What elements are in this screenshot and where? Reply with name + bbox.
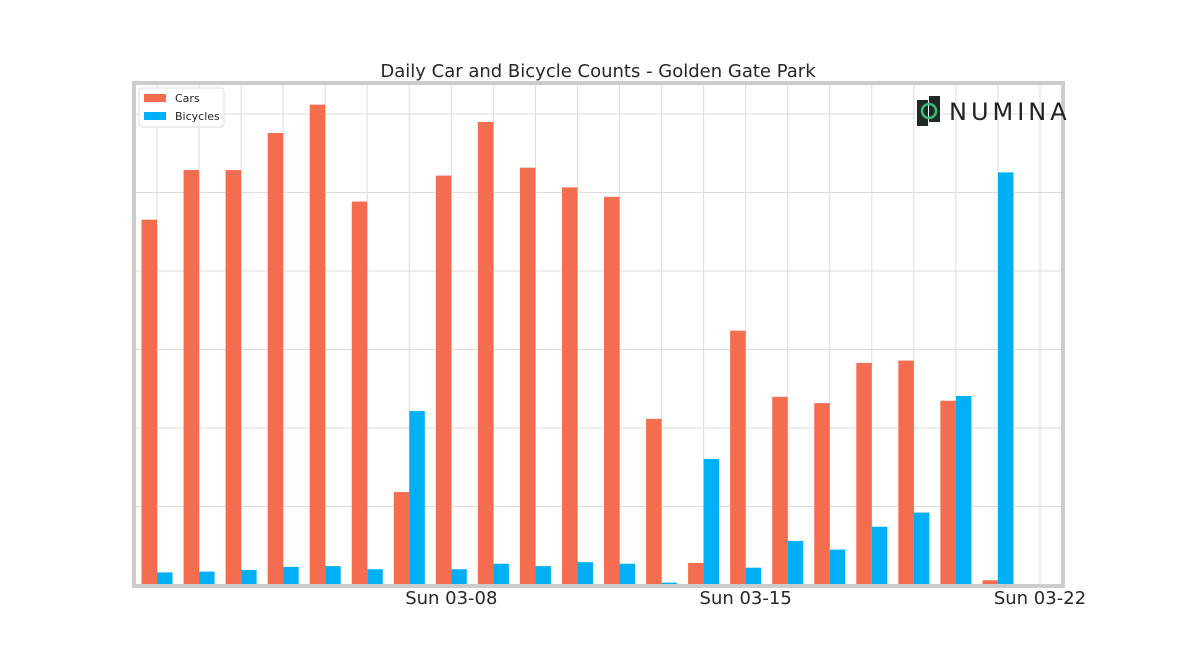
plot-frame bbox=[132, 81, 1065, 588]
legend-swatch-cars bbox=[144, 94, 166, 102]
bar-cars bbox=[309, 104, 326, 586]
bar-cars bbox=[267, 133, 284, 585]
bar-cars bbox=[940, 400, 956, 585]
bar-bicycles bbox=[241, 570, 257, 585]
bar-cars bbox=[982, 580, 998, 585]
bar-cars bbox=[141, 219, 158, 585]
bar-cars bbox=[898, 360, 914, 585]
bar-cars bbox=[561, 187, 578, 586]
bar-cars bbox=[477, 122, 494, 585]
bar-bicycles bbox=[577, 562, 593, 585]
bar-cars bbox=[351, 201, 368, 585]
bar-bicycles bbox=[787, 540, 804, 585]
bar-cars bbox=[856, 362, 872, 585]
bar-bicycles bbox=[535, 566, 551, 585]
legend-label-cars: Cars bbox=[175, 92, 200, 105]
bar-bicycles bbox=[913, 512, 930, 585]
bar-bicycles bbox=[829, 549, 846, 585]
x-tick-label: Sun 03-08 bbox=[405, 588, 497, 609]
bar-bicycles bbox=[997, 172, 1014, 585]
bar-cars bbox=[604, 196, 620, 585]
bar-cars bbox=[814, 403, 830, 585]
bar-bicycles bbox=[325, 566, 341, 585]
bar-cars bbox=[393, 492, 410, 585]
numina-logo: NUMINA bbox=[917, 96, 1071, 126]
bar-bicycles bbox=[451, 569, 467, 585]
bar-cars bbox=[730, 330, 746, 585]
bar-bicycles bbox=[955, 396, 972, 585]
bar-cars bbox=[519, 167, 536, 585]
bar-bicycles bbox=[199, 571, 215, 585]
bar-bicycles bbox=[283, 566, 299, 585]
bar-bicycles bbox=[703, 459, 720, 585]
chart-title: Daily Car and Bicycle Counts - Golden Ga… bbox=[380, 61, 816, 82]
x-tick-label: Sun 03-22 bbox=[994, 588, 1086, 609]
bar-bicycles bbox=[619, 563, 636, 585]
bar-cars bbox=[225, 170, 242, 585]
legend-label-bicycles: Bicycles bbox=[175, 110, 220, 123]
bar-cars bbox=[772, 396, 788, 585]
bar-bicycles bbox=[367, 569, 383, 585]
bars bbox=[141, 104, 1014, 586]
logo-text: NUMINA bbox=[949, 98, 1071, 126]
bar-bicycles bbox=[661, 582, 678, 585]
legend-swatch-bicycles bbox=[144, 112, 166, 120]
bar-cars bbox=[435, 175, 452, 585]
bar-cars bbox=[688, 562, 704, 585]
logo-mark-circle bbox=[920, 102, 938, 120]
bar-cars bbox=[646, 418, 662, 585]
legend: Cars Bicycles bbox=[138, 87, 225, 128]
x-tick-label: Sun 03-15 bbox=[700, 588, 792, 609]
bar-bicycles bbox=[745, 567, 762, 585]
bar-bicycles bbox=[157, 572, 173, 585]
bar-bicycles bbox=[409, 410, 425, 585]
bar-bicycles bbox=[871, 526, 888, 585]
x-axis-ticks: Sun 03-08 Sun 03-15 Sun 03-22 bbox=[405, 588, 1086, 609]
bar-cars bbox=[183, 170, 200, 585]
bar-bicycles bbox=[493, 563, 509, 585]
